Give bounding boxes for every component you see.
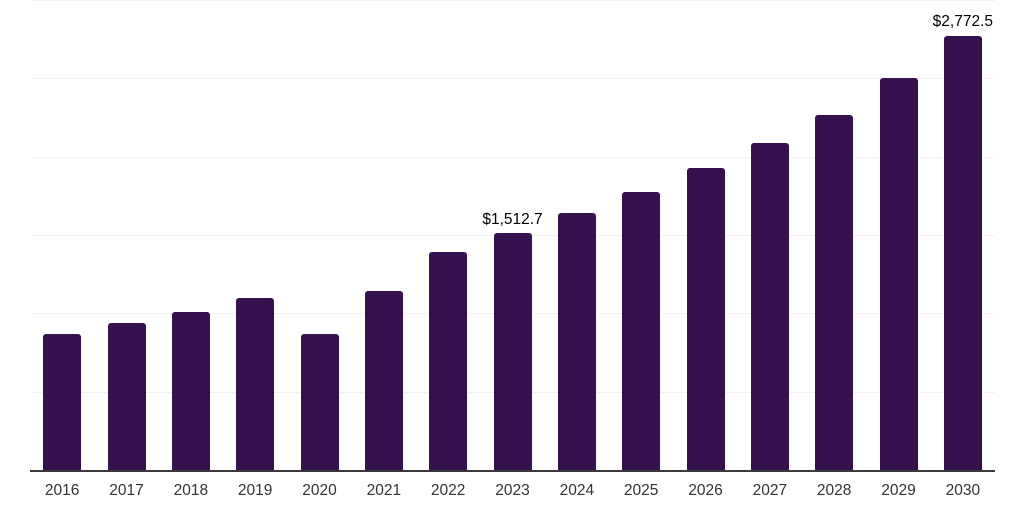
x-tick-2018: 2018 — [173, 482, 209, 499]
bar-2024 — [557, 213, 596, 470]
bar-2029 — [879, 78, 918, 470]
x-tick-2021: 2021 — [366, 482, 402, 499]
x-tick-2026: 2026 — [688, 482, 723, 499]
bar-2028 — [815, 115, 854, 470]
x-tick-2016: 2016 — [44, 482, 80, 499]
bar-2021 — [364, 291, 403, 470]
x-tick-2022: 2022 — [430, 482, 466, 499]
x-tick-2029: 2029 — [881, 482, 916, 499]
bar-2023 — [493, 233, 532, 470]
bar-2025 — [622, 192, 661, 470]
data-label-2030: $2,772.5 — [932, 13, 993, 31]
data-label-2023: $1,512.7 — [482, 210, 543, 228]
bar-2016 — [43, 333, 82, 470]
bar-2026 — [686, 168, 725, 470]
gridline-2000 — [30, 156, 995, 158]
x-tick-2023: 2023 — [495, 482, 530, 499]
x-tick-2019: 2019 — [237, 482, 273, 499]
gridline-2500 — [30, 78, 995, 80]
x-tick-2017: 2017 — [109, 482, 144, 499]
plot-area: $1,512.7 $2,772.5 — [30, 0, 995, 472]
bar-2017 — [107, 322, 146, 470]
bar-2020 — [300, 334, 339, 470]
x-tick-2028: 2028 — [816, 482, 852, 499]
x-tick-2024: 2024 — [559, 482, 595, 499]
x-axis-tick-labels: 2016 2017 2018 2019 2020 2021 2022 2023 2024 2025… — [30, 482, 995, 502]
bar-2018 — [171, 311, 210, 470]
x-tick-2030: 2030 — [945, 482, 981, 499]
bar-2019 — [236, 297, 275, 470]
bar-2030 — [943, 35, 982, 470]
x-tick-2027: 2027 — [752, 482, 788, 499]
x-tick-2025: 2025 — [623, 482, 659, 499]
bar-2027 — [750, 143, 789, 470]
x-tick-2020: 2020 — [302, 482, 337, 499]
gridline-3000 — [30, 0, 995, 1]
bar-2022 — [429, 251, 468, 470]
